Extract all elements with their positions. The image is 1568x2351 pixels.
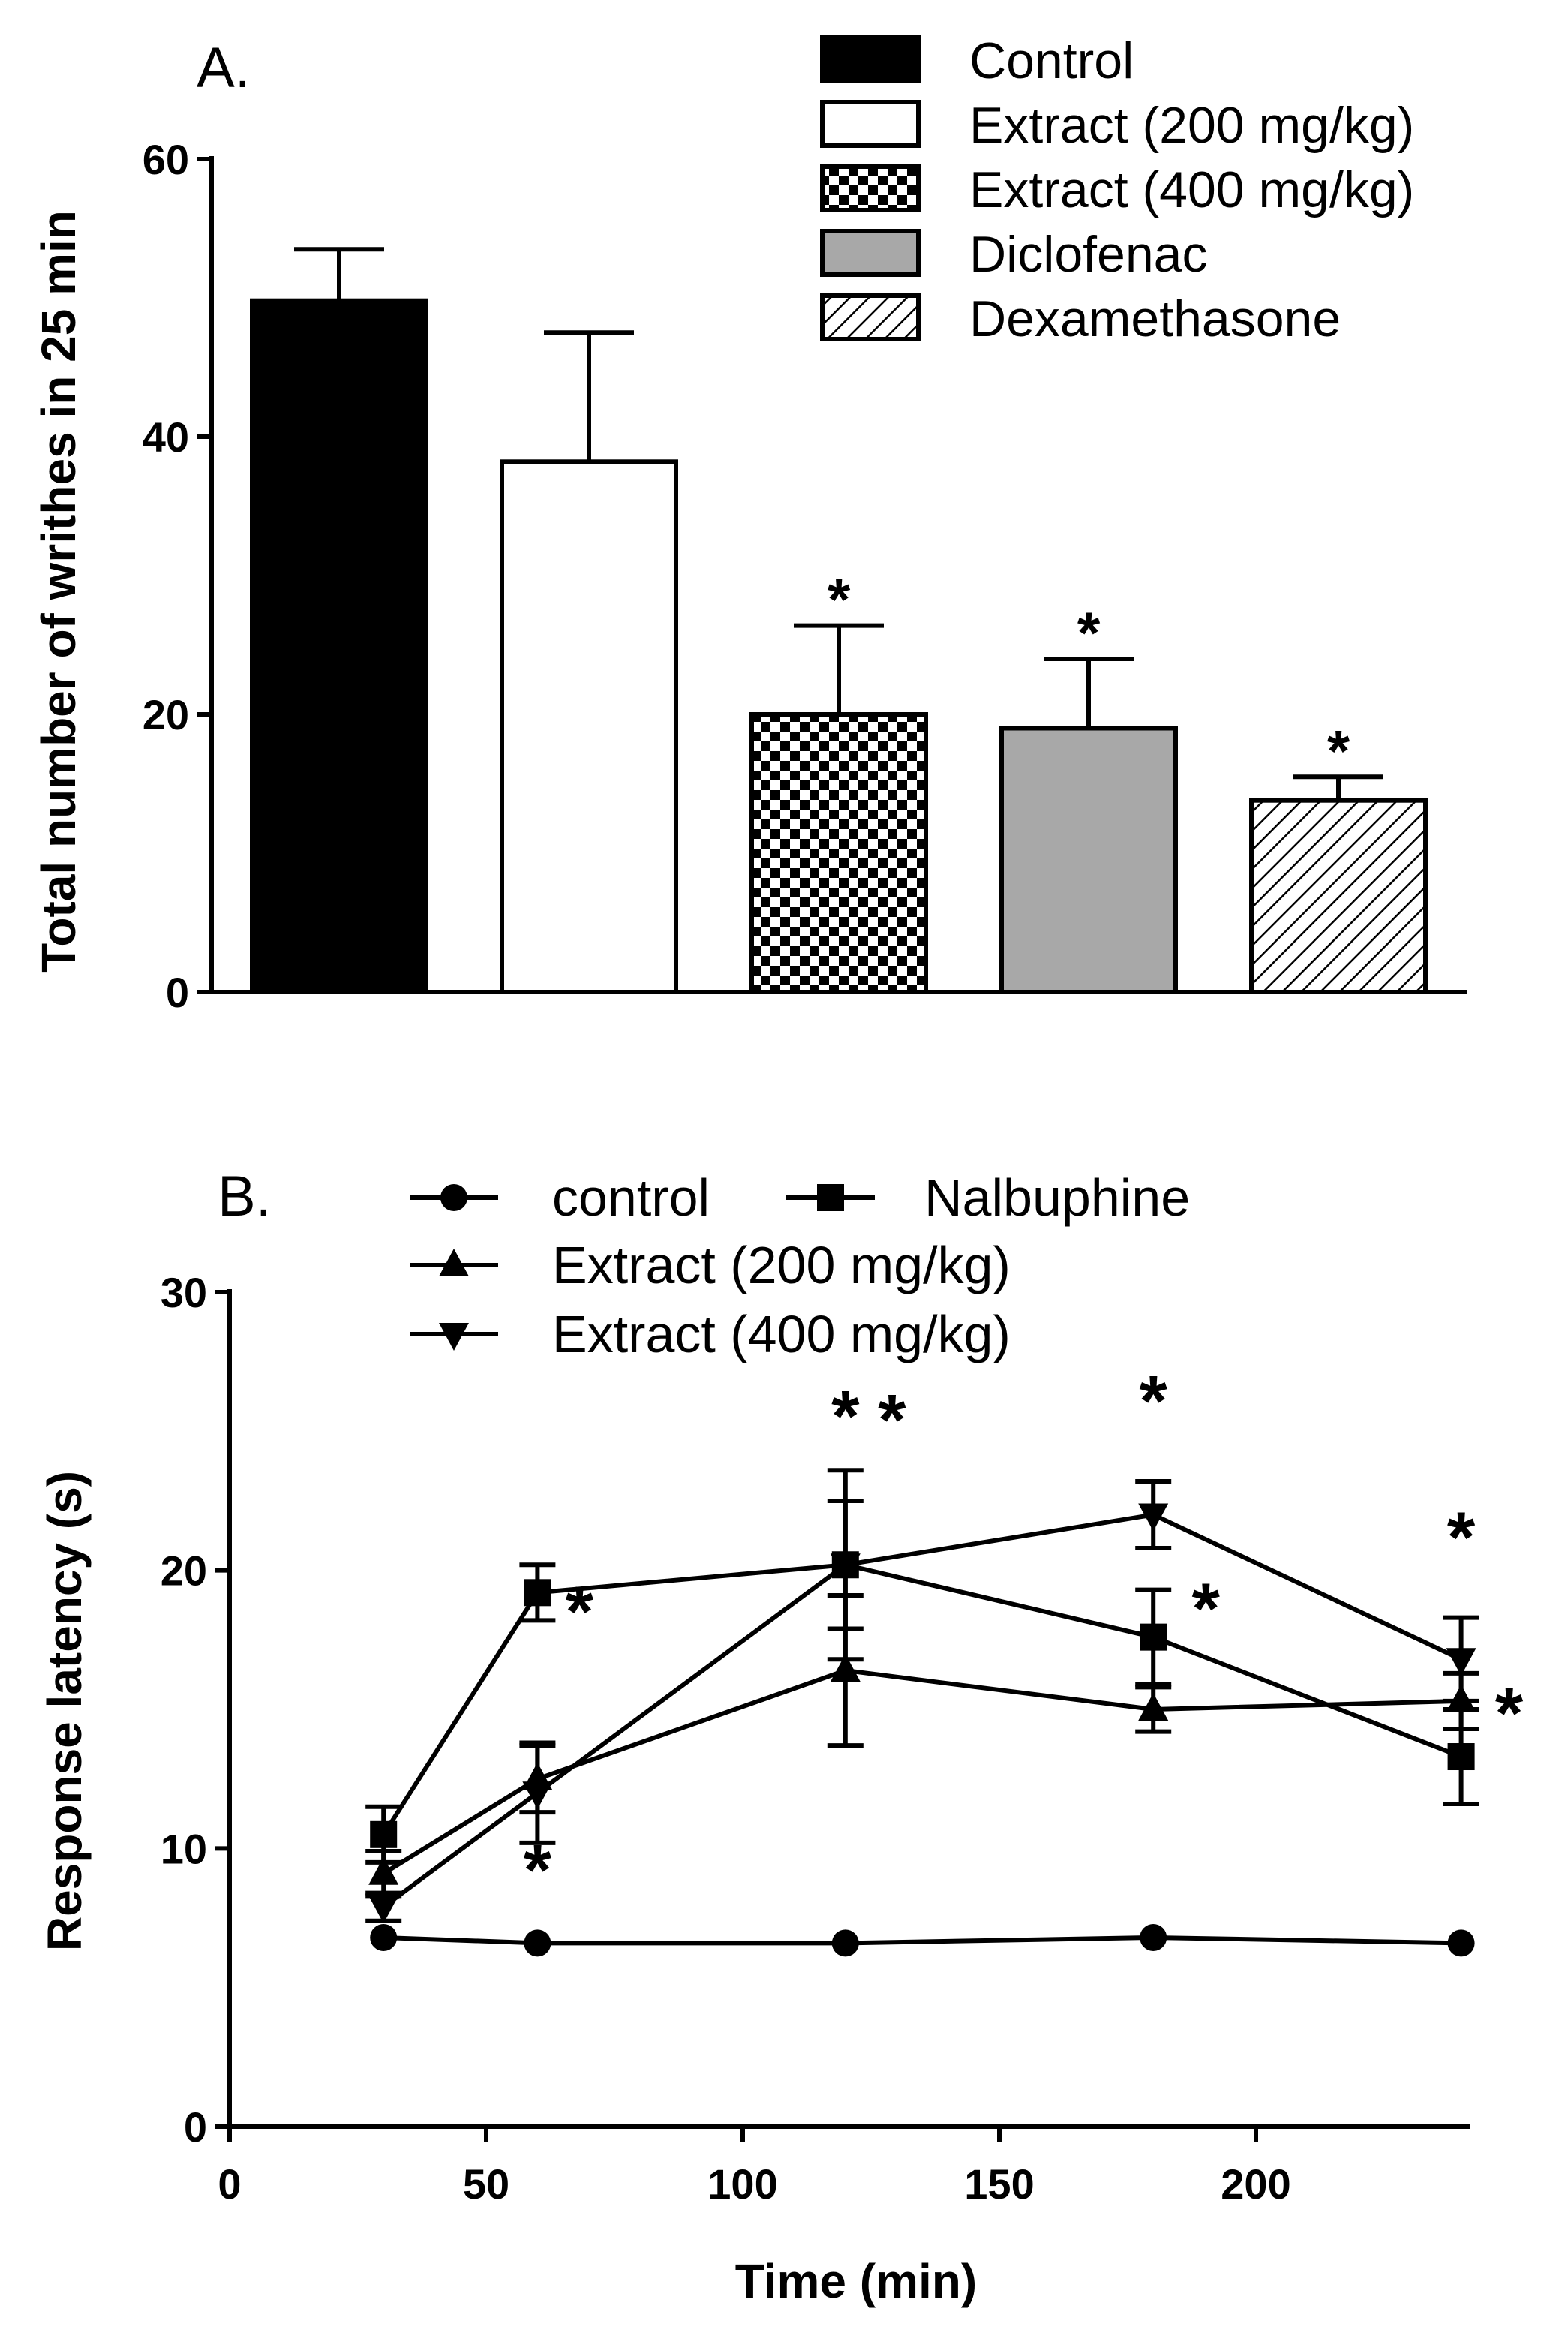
- b-legend-marker: [439, 1323, 469, 1351]
- a-y-tick-label: 60: [143, 136, 189, 183]
- b-y-tick-label: 0: [184, 2103, 207, 2151]
- panel-b-legend: control Nalbuphine Extract (200 mg/kg) Extr…: [410, 1168, 1190, 1363]
- a-legend-label: Dexamethasone: [969, 290, 1341, 347]
- b-data-point: [368, 1856, 399, 1885]
- a-legend-swatch: [820, 229, 921, 277]
- panel-b-ylabel: Response latency (s): [38, 1471, 92, 1951]
- b-legend-marker: [817, 1184, 844, 1211]
- b-significance-star: *: [1140, 1361, 1168, 1442]
- a-bar: [500, 459, 678, 994]
- a-significance-star: *: [1077, 600, 1101, 666]
- b-x-tick-label: 0: [218, 2160, 241, 2208]
- b-y-tick-label: 10: [161, 1825, 207, 1872]
- b-data-point: [1447, 1929, 1475, 1957]
- a-y-tick-label: 20: [143, 691, 189, 738]
- a-bar: [749, 712, 928, 994]
- panel-a-plot: 0 20 40 60 * * *: [143, 136, 1467, 1016]
- a-legend-swatch: [820, 164, 921, 212]
- b-legend-marker: [439, 1249, 469, 1276]
- b-data-point: [830, 1654, 861, 1682]
- b-data-point: [1138, 1693, 1169, 1721]
- b-x-tick-label: 150: [964, 2160, 1034, 2208]
- panel-a-ylabel: Total number of writhes in 25 min: [32, 210, 86, 973]
- panel-a: A. Total number of writhes in 25 min Con…: [32, 32, 1467, 1016]
- a-y-tick-label: 0: [166, 969, 189, 1016]
- b-data-point: [370, 1923, 398, 1951]
- a-legend-swatch: [820, 293, 921, 341]
- b-x-tick-label: 200: [1221, 2160, 1290, 2208]
- a-bar: [1249, 798, 1428, 994]
- a-legend-label: Diclofenac: [969, 226, 1208, 283]
- panel-a-label: A.: [197, 36, 251, 100]
- a-significance-star: *: [828, 567, 851, 633]
- b-data-point: [1140, 1923, 1167, 1951]
- b-y-tick-label: 30: [161, 1269, 207, 1316]
- panel-b-label: B.: [218, 1165, 272, 1228]
- panel-b: B. Response latency (s) Time (min) contr…: [38, 1165, 1524, 2308]
- b-data-point: [1447, 1743, 1475, 1771]
- b-legend-label: Nalbuphine: [924, 1168, 1190, 1227]
- b-legend-marker: [440, 1184, 467, 1211]
- b-y-tick-label: 20: [161, 1547, 207, 1595]
- b-data-point: [524, 1579, 551, 1607]
- b-x-tick-label: 50: [463, 2160, 509, 2208]
- b-data-point: [830, 1553, 861, 1582]
- a-legend-label: Extract (200 mg/kg): [969, 97, 1414, 154]
- b-significance-star: *: [1447, 1498, 1476, 1578]
- b-data-point: [1140, 1623, 1167, 1651]
- b-significance-star: *: [878, 1380, 906, 1460]
- a-legend-label: Control: [969, 32, 1134, 89]
- panel-b-xlabel: Time (min): [735, 2254, 977, 2308]
- b-data-point: [1138, 1503, 1169, 1532]
- b-data-point: [370, 1820, 398, 1848]
- b-data-point: [368, 1896, 399, 1924]
- a-legend-swatch: [820, 100, 921, 148]
- panel-a-legend: Control Extract (200 mg/kg) Extract (400 m…: [820, 32, 1414, 347]
- b-data-point: [522, 1781, 553, 1810]
- b-significance-star: *: [1192, 1569, 1221, 1649]
- b-significance-star: *: [831, 1376, 860, 1457]
- a-y-tick-label: 40: [143, 413, 189, 461]
- b-data-point: [831, 1929, 859, 1957]
- a-bar: [999, 726, 1178, 994]
- a-bar: [250, 298, 428, 994]
- b-legend-label: Extract (200 mg/kg): [552, 1236, 1011, 1294]
- b-legend-label: control: [552, 1168, 710, 1227]
- b-data-point: [1446, 1648, 1476, 1676]
- b-significance-star: *: [1495, 1673, 1524, 1754]
- b-data-point: [524, 1929, 551, 1957]
- b-significance-star: *: [566, 1571, 594, 1652]
- b-legend-label: Extract (400 mg/kg): [552, 1305, 1011, 1363]
- a-legend-label: Extract (400 mg/kg): [969, 161, 1414, 218]
- a-legend-swatch: [820, 35, 921, 83]
- b-x-tick-label: 100: [707, 2160, 777, 2208]
- a-significance-star: *: [1327, 717, 1350, 783]
